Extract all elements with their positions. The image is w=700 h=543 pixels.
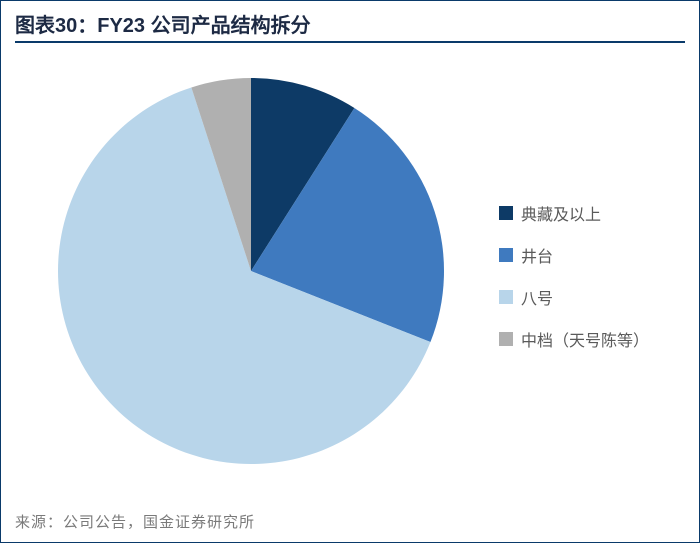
legend-swatch-1 bbox=[499, 248, 513, 262]
legend: 典藏及以上井台八号中档（天号陈等） bbox=[499, 201, 649, 351]
pie-svg bbox=[51, 71, 451, 471]
chart-area: 典藏及以上井台八号中档（天号陈等） bbox=[21, 61, 679, 482]
legend-item-3: 中档（天号陈等） bbox=[499, 327, 649, 351]
legend-swatch-2 bbox=[499, 290, 513, 304]
legend-label-2: 八号 bbox=[521, 285, 553, 309]
legend-item-2: 八号 bbox=[499, 285, 649, 309]
legend-item-1: 井台 bbox=[499, 243, 649, 267]
chart-title: 图表30：FY23 公司产品结构拆分 bbox=[15, 9, 311, 38]
title-underline bbox=[15, 41, 685, 43]
source-text: 来源：公司公告，国金证券研究所 bbox=[15, 511, 255, 532]
legend-label-1: 井台 bbox=[521, 243, 553, 267]
pie-chart bbox=[51, 71, 451, 471]
legend-item-0: 典藏及以上 bbox=[499, 201, 649, 225]
legend-label-0: 典藏及以上 bbox=[521, 201, 601, 225]
legend-swatch-0 bbox=[499, 206, 513, 220]
legend-swatch-3 bbox=[499, 332, 513, 346]
figure-frame: 图表30：FY23 公司产品结构拆分 典藏及以上井台八号中档（天号陈等） 来源：… bbox=[0, 0, 700, 543]
legend-label-3: 中档（天号陈等） bbox=[521, 327, 649, 351]
